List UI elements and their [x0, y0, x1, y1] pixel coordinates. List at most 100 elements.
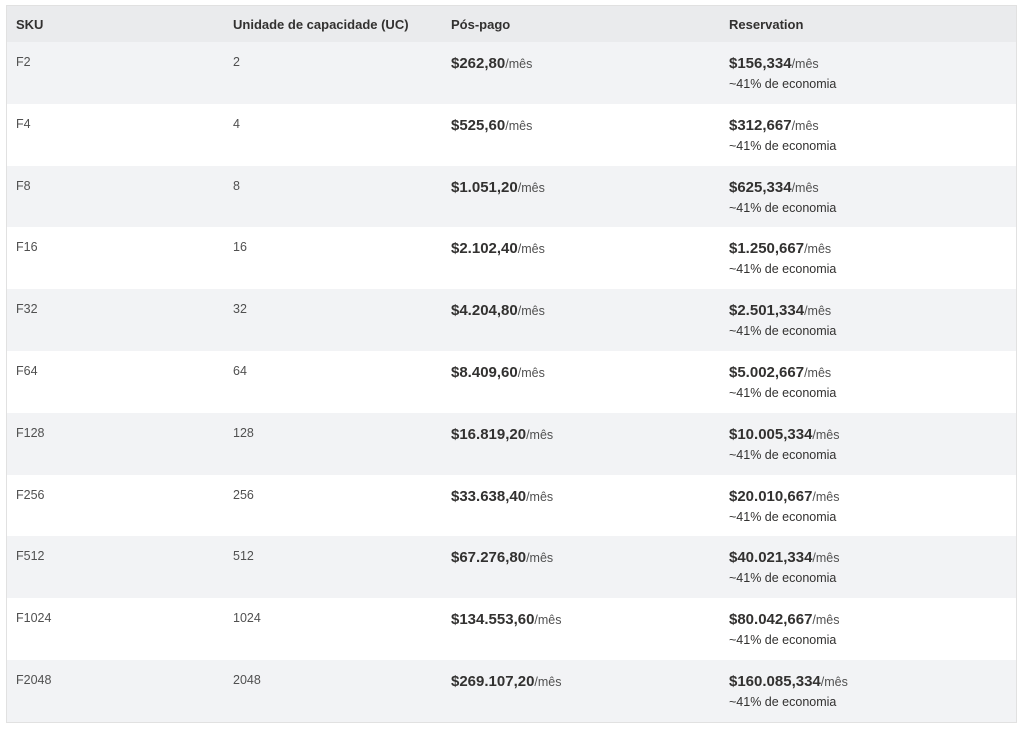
payg-unit: /mês — [505, 118, 533, 133]
payg-price: $269.107,20 — [451, 672, 535, 690]
header-pay-as-you-go: Pós-pago — [451, 16, 511, 32]
savings-note: ~41% de economia — [729, 694, 837, 709]
pay-as-you-go-cell: $525,60/mês — [442, 104, 720, 134]
pay-as-you-go-cell: $269.107,20/mês — [442, 660, 720, 690]
pay-as-you-go-cell: $134.553,60/mês — [442, 598, 720, 628]
reservation-price: $2.501,334 — [729, 302, 805, 320]
sku-cell: F8 — [16, 178, 31, 193]
reservation-cell: $625,334/mês ~41% de economia — [720, 166, 1016, 215]
pay-as-you-go-cell: $8.409,60/mês — [442, 351, 720, 381]
table-row: F8 8 $1.051,20/mês $625,334/mês ~41% de e… — [7, 165, 1016, 228]
table-row: F16 16 $2.102,40/mês $1.250,667/mês ~41% … — [7, 227, 1016, 290]
pay-as-you-go-cell: $67.276,80/mês — [442, 536, 720, 566]
savings-note: ~41% de economia — [729, 385, 837, 400]
sku-cell: F128 — [16, 425, 45, 440]
sku-cell: F512 — [16, 549, 45, 564]
reservation-price: $1.250,667 — [729, 240, 805, 258]
payg-unit: /mês — [517, 365, 545, 380]
reservation-unit: /mês — [820, 674, 848, 689]
pay-as-you-go-cell: $33.638,40/mês — [442, 475, 720, 505]
reservation-cell: $2.501,334/mês ~41% de economia — [720, 289, 1016, 338]
pay-as-you-go-cell: $262,80/mês — [442, 42, 720, 72]
payg-price: $262,80 — [451, 55, 506, 72]
capacity-unit-cell: 32 — [233, 302, 247, 317]
savings-note: ~41% de economia — [729, 138, 837, 153]
reservation-unit: /mês — [812, 489, 840, 504]
savings-note: ~41% de economia — [729, 324, 837, 339]
payg-unit: /mês — [526, 489, 554, 504]
capacity-unit-cell: 64 — [233, 363, 247, 378]
reservation-unit: /mês — [791, 180, 819, 195]
reservation-cell: $312,667/mês ~41% de economia — [720, 104, 1016, 153]
reservation-cell: $5.002,667/mês ~41% de economia — [720, 351, 1016, 400]
table-row: F32 32 $4.204,80/mês $2.501,334/mês ~41% … — [7, 289, 1016, 351]
reservation-price: $156,334 — [729, 55, 792, 72]
pay-as-you-go-cell: $4.204,80/mês — [442, 289, 720, 319]
savings-note: ~41% de economia — [729, 509, 837, 524]
sku-cell: F2 — [16, 55, 31, 69]
capacity-unit-cell: 512 — [233, 549, 254, 564]
capacity-unit-cell: 2 — [233, 55, 240, 69]
header-reservation: Reservation — [729, 16, 804, 32]
reservation-cell: $40.021,334/mês ~41% de economia — [720, 536, 1016, 585]
payg-unit: /mês — [534, 613, 562, 628]
table-row: F512 512 $67.276,80/mês $40.021,334/mês ~… — [7, 536, 1016, 599]
reservation-price: $160.085,334 — [729, 672, 821, 690]
reservation-cell: $20.010,667/mês ~41% de economia — [720, 475, 1016, 524]
reservation-unit: /mês — [791, 118, 819, 133]
reservation-price: $10.005,334 — [729, 425, 813, 443]
reservation-unit: /mês — [812, 427, 840, 442]
sku-cell: F32 — [16, 302, 38, 317]
reservation-unit: /mês — [804, 365, 832, 380]
payg-price: $1.051,20 — [451, 178, 518, 196]
sku-cell: F256 — [16, 487, 45, 502]
payg-unit: /mês — [517, 180, 545, 195]
pay-as-you-go-cell: $2.102,40/mês — [442, 227, 720, 257]
reservation-price: $80.042,667 — [729, 611, 813, 629]
capacity-unit-cell: 256 — [233, 487, 254, 502]
sku-cell: F2048 — [16, 672, 52, 687]
capacity-unit-cell: 128 — [233, 425, 254, 440]
sku-cell: F1024 — [16, 611, 52, 626]
payg-unit: /mês — [505, 57, 533, 71]
savings-note: ~41% de economia — [729, 200, 837, 215]
reservation-cell: $1.250,667/mês ~41% de economia — [720, 227, 1016, 276]
reservation-unit: /mês — [804, 304, 832, 319]
payg-unit: /mês — [526, 551, 554, 566]
sku-cell: F64 — [16, 363, 38, 378]
table-row: F4 4 $525,60/mês $312,667/mês ~41% de eco… — [7, 103, 1016, 166]
table-header: SKU Unidade de capacidade (UC) Pós-pago … — [7, 6, 1016, 42]
reservation-price: $312,667 — [729, 116, 792, 134]
sku-cell: F16 — [16, 240, 38, 255]
savings-note: ~41% de economia — [729, 77, 837, 91]
table-row: F2048 2048 $269.107,20/mês $160.085,334/… — [7, 659, 1016, 722]
pay-as-you-go-cell: $1.051,20/mês — [442, 166, 720, 196]
header-sku: SKU — [16, 16, 44, 32]
savings-note: ~41% de economia — [729, 262, 837, 277]
capacity-unit-cell: 1024 — [233, 611, 261, 626]
table-row: F256 256 $33.638,40/mês $20.010,667/mês ~… — [7, 474, 1016, 537]
table-row: F64 64 $8.409,60/mês $5.002,667/mês ~41% … — [7, 350, 1016, 413]
payg-price: $2.102,40 — [451, 240, 518, 258]
table-row: F2 2 $262,80/mês $156,334/mês ~41% de eco… — [7, 42, 1016, 104]
reservation-cell: $160.085,334/mês ~41% de economia — [720, 660, 1016, 709]
payg-price: $67.276,80 — [451, 549, 527, 567]
sku-cell: F4 — [16, 116, 31, 131]
reservation-unit: /mês — [804, 242, 832, 257]
reservation-unit: /mês — [812, 613, 840, 628]
payg-unit: /mês — [534, 674, 562, 689]
payg-price: $525,60 — [451, 116, 506, 134]
reservation-cell: $156,334/mês ~41% de economia — [720, 42, 1016, 91]
reservation-price: $5.002,667 — [729, 363, 805, 381]
savings-note: ~41% de economia — [729, 571, 837, 586]
reservation-price: $625,334 — [729, 178, 792, 196]
capacity-unit-cell: 8 — [233, 178, 240, 193]
pay-as-you-go-cell: $16.819,20/mês — [442, 413, 720, 443]
reservation-price: $40.021,334 — [729, 549, 813, 567]
reservation-price: $20.010,667 — [729, 487, 813, 505]
savings-note: ~41% de economia — [729, 633, 837, 648]
payg-price: $134.553,60 — [451, 611, 535, 629]
capacity-unit-cell: 4 — [233, 116, 240, 131]
reservation-unit: /mês — [812, 551, 840, 566]
payg-unit: /mês — [517, 242, 545, 257]
